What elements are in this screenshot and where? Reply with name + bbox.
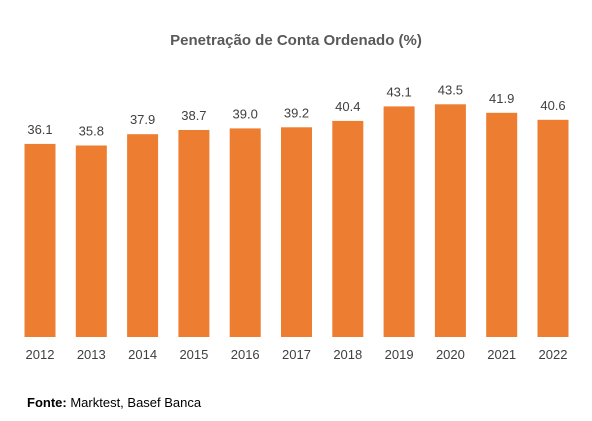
value-label-2013: 35.8 xyxy=(79,124,104,139)
bar-2014 xyxy=(127,134,159,337)
x-tick-2013: 2013 xyxy=(77,347,106,362)
bar-2012 xyxy=(24,143,56,337)
x-tick-2021: 2021 xyxy=(487,347,516,362)
x-tick-2019: 2019 xyxy=(385,347,414,362)
bar-2017 xyxy=(281,127,312,337)
value-label-2021: 41.9 xyxy=(489,91,514,106)
source-label: Fonte: xyxy=(27,395,67,410)
x-axis-ticks: 2012 2013 2014 2015 2016 2017 2018 2019 2020 2021… xyxy=(26,347,568,362)
bars-group xyxy=(24,104,569,338)
chart-title: Penetração de Conta Ordenado (%) xyxy=(170,32,422,49)
value-label-2014: 37.9 xyxy=(130,112,155,127)
value-label-2019: 43.1 xyxy=(386,84,411,99)
value-label-2017: 39.2 xyxy=(284,105,309,120)
x-tick-2016: 2016 xyxy=(231,347,260,362)
bar-2022 xyxy=(537,119,569,337)
bar-2015 xyxy=(178,130,210,337)
value-labels-group: 36.1 35.8 37.9 38.7 39.0 39.2 40.4 43.1 43.5 41.9… xyxy=(27,82,565,138)
value-label-2015: 38.7 xyxy=(181,108,206,123)
bar-2016 xyxy=(229,128,261,337)
value-label-2022: 40.6 xyxy=(540,98,565,113)
value-label-2012: 36.1 xyxy=(27,122,52,137)
value-label-2016: 39.0 xyxy=(233,106,258,121)
bar-2019 xyxy=(383,106,415,338)
x-tick-2015: 2015 xyxy=(179,347,208,362)
bar-2018 xyxy=(332,120,364,338)
x-tick-2018: 2018 xyxy=(333,347,362,362)
x-tick-2017: 2017 xyxy=(282,347,311,362)
value-label-2018: 40.4 xyxy=(335,99,360,114)
source-text: Marktest, Basef Banca xyxy=(70,395,202,410)
source-note: Fonte: Marktest, Basef Banca xyxy=(27,395,201,410)
x-tick-2020: 2020 xyxy=(436,347,465,362)
bar-2013 xyxy=(75,145,107,337)
x-tick-2022: 2022 xyxy=(539,347,568,362)
value-label-2020: 43.5 xyxy=(438,82,463,97)
x-tick-2012: 2012 xyxy=(26,347,55,362)
bar-2021 xyxy=(486,112,518,337)
bar-2020 xyxy=(434,104,466,337)
x-tick-2014: 2014 xyxy=(128,347,157,362)
